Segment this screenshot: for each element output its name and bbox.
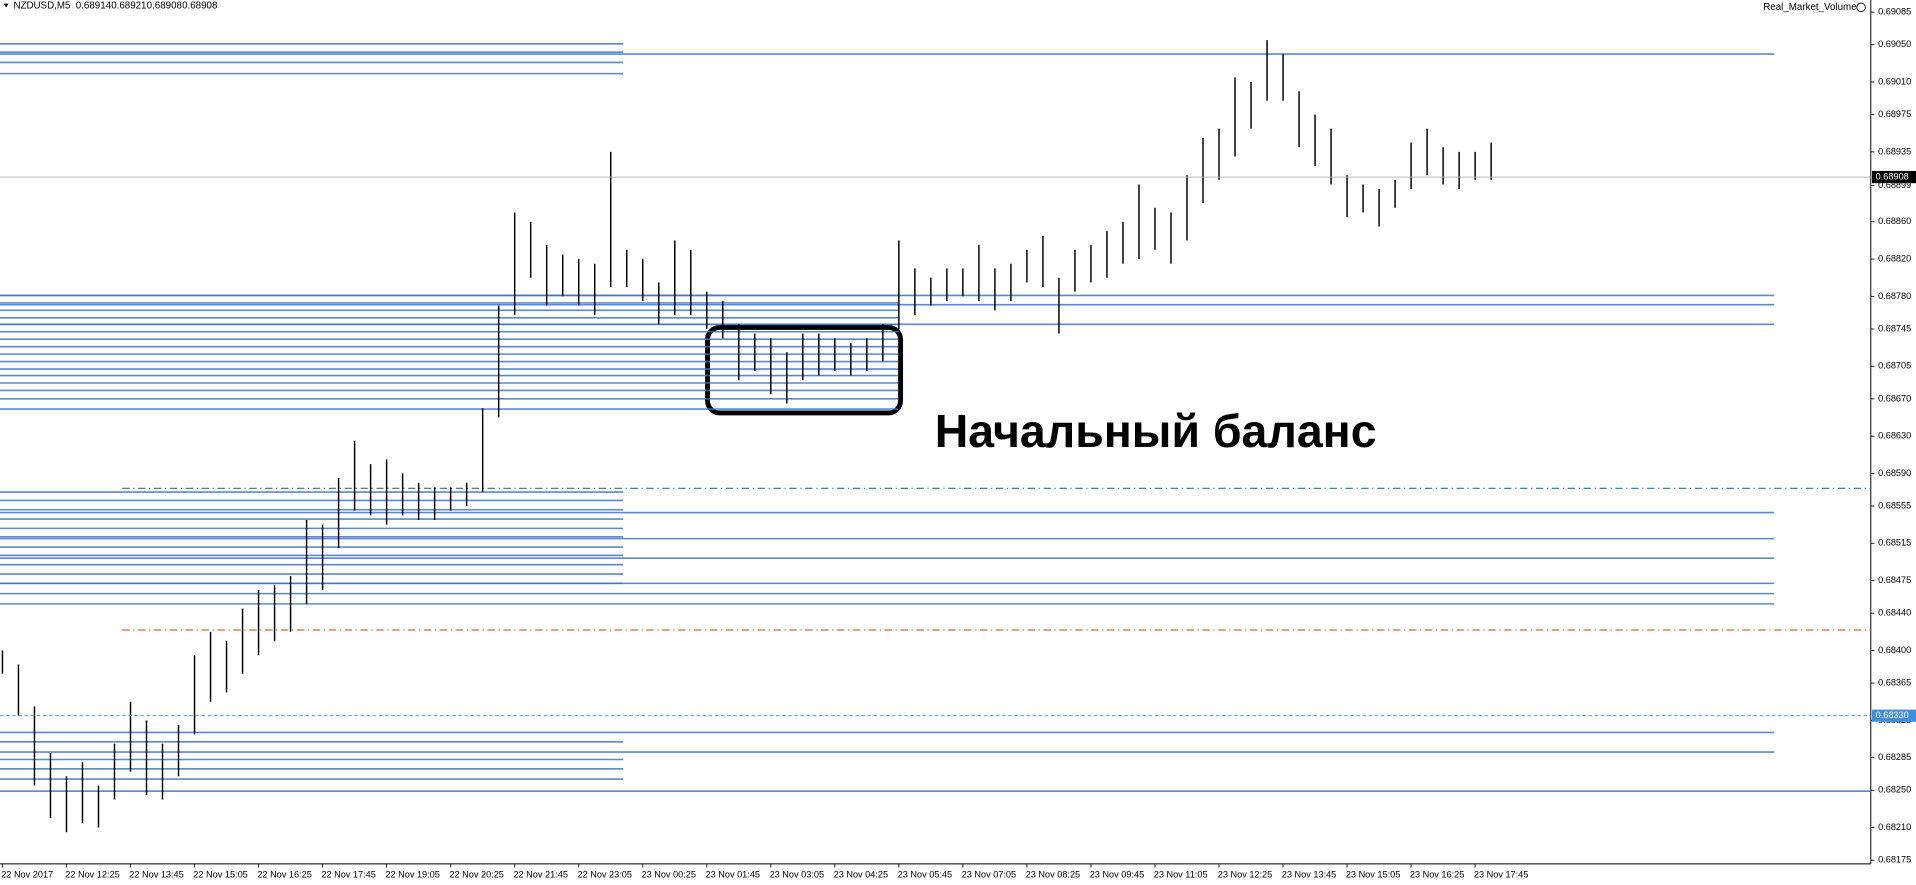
x-tick-label: 23 Nov 17:45: [1474, 869, 1528, 879]
y-tick-label: 0.68975: [1878, 109, 1911, 119]
indicator-name: Real_Market_Volume: [1763, 2, 1856, 13]
y-tick-label: 0.68365: [1878, 677, 1911, 687]
y-tick-label: 0.68705: [1878, 361, 1911, 371]
menu-arrow: [3, 3, 9, 8]
annotation: Начальный баланс: [935, 405, 1377, 457]
x-tick-label: 23 Nov 00:25: [642, 869, 696, 879]
y-tick-label: 0.68555: [1878, 500, 1911, 510]
y-tick-label: 0.68820: [1878, 253, 1911, 263]
y-tick-label: 0.68670: [1878, 393, 1911, 403]
x-tick-label: 22 Nov 23:05: [577, 869, 631, 879]
y-tick-label: 0.68590: [1878, 468, 1911, 478]
header-value: 0.68914: [76, 1, 112, 12]
highlight-box: [705, 325, 904, 416]
x-tick-label: 22 Nov 19:05: [385, 869, 439, 879]
y-tick-label: 0.69010: [1878, 76, 1911, 86]
x-tick-label: 23 Nov 12:25: [1218, 869, 1272, 879]
y-tick-label: 0.68475: [1878, 575, 1911, 585]
x-tick-label: 23 Nov 15:05: [1346, 869, 1400, 879]
y-tick-label: 0.68515: [1878, 538, 1911, 548]
y-tick-label: 0.69085: [1878, 7, 1911, 17]
y-tick-label: 0.68899: [1878, 180, 1911, 190]
x-tick-label: 22 Nov 2017: [1, 869, 53, 879]
y-tick-label: 0.68250: [1878, 785, 1911, 795]
x-tick-label: 22 Nov 21:45: [513, 869, 567, 879]
x-tick-label: 22 Nov 17:45: [321, 869, 375, 879]
y-tick-label: 0.68400: [1878, 645, 1911, 655]
y-tick-label: 0.68630: [1878, 431, 1911, 441]
y-tick-label: 0.68780: [1878, 291, 1911, 301]
y-tick-label: 0.68860: [1878, 216, 1911, 226]
x-tick-label: 22 Nov 20:25: [449, 869, 503, 879]
x-tick-label: 23 Nov 07:05: [962, 869, 1016, 879]
y-tick-label: 0.68745: [1878, 323, 1911, 333]
x-tick-label: 22 Nov 13:45: [129, 869, 183, 879]
y-tick-label: 0.68935: [1878, 146, 1911, 156]
x-tick-label: 23 Nov 13:45: [1282, 869, 1336, 879]
price-label-box: [1872, 709, 1916, 722]
y-tick-label: 0.68285: [1878, 752, 1911, 762]
header-value: 0.68908: [182, 1, 217, 12]
x-tick-label: 23 Nov 05:45: [898, 869, 952, 879]
price-label-box: [1872, 170, 1916, 184]
x-tick-label: 23 Nov 09:45: [1090, 869, 1144, 879]
y-tick-label: 0.69050: [1878, 39, 1911, 49]
y-tick-label: 0.68175: [1878, 855, 1911, 865]
x-tick-label: 22 Nov 12:25: [65, 869, 119, 879]
y-tick-label: 0.68210: [1878, 822, 1911, 832]
header-value: 0.68921: [111, 1, 146, 12]
y-tick-label: 0.68440: [1878, 608, 1911, 618]
indicator-icon: [1856, 2, 1866, 13]
x-tick-label: 23 Nov 11:05: [1154, 869, 1208, 879]
x-tick-label: 23 Nov 03:05: [770, 869, 824, 879]
x-tick-label: 23 Nov 04:25: [834, 869, 888, 879]
x-tick-label: 22 Nov 16:25: [257, 869, 311, 879]
symbol: NZDUSD,M5: [13, 1, 71, 12]
header-value: 0.68908: [147, 1, 182, 12]
x-tick-label: 23 Nov 08:25: [1026, 869, 1080, 879]
x-tick-label: 23 Nov 16:25: [1410, 869, 1464, 879]
price-label: 0.68330: [1876, 710, 1909, 720]
x-tick-label: 22 Nov 15:05: [193, 869, 247, 879]
x-tick-label: 23 Nov 01:45: [706, 869, 760, 879]
price-label: 0.68908: [1876, 171, 1909, 181]
